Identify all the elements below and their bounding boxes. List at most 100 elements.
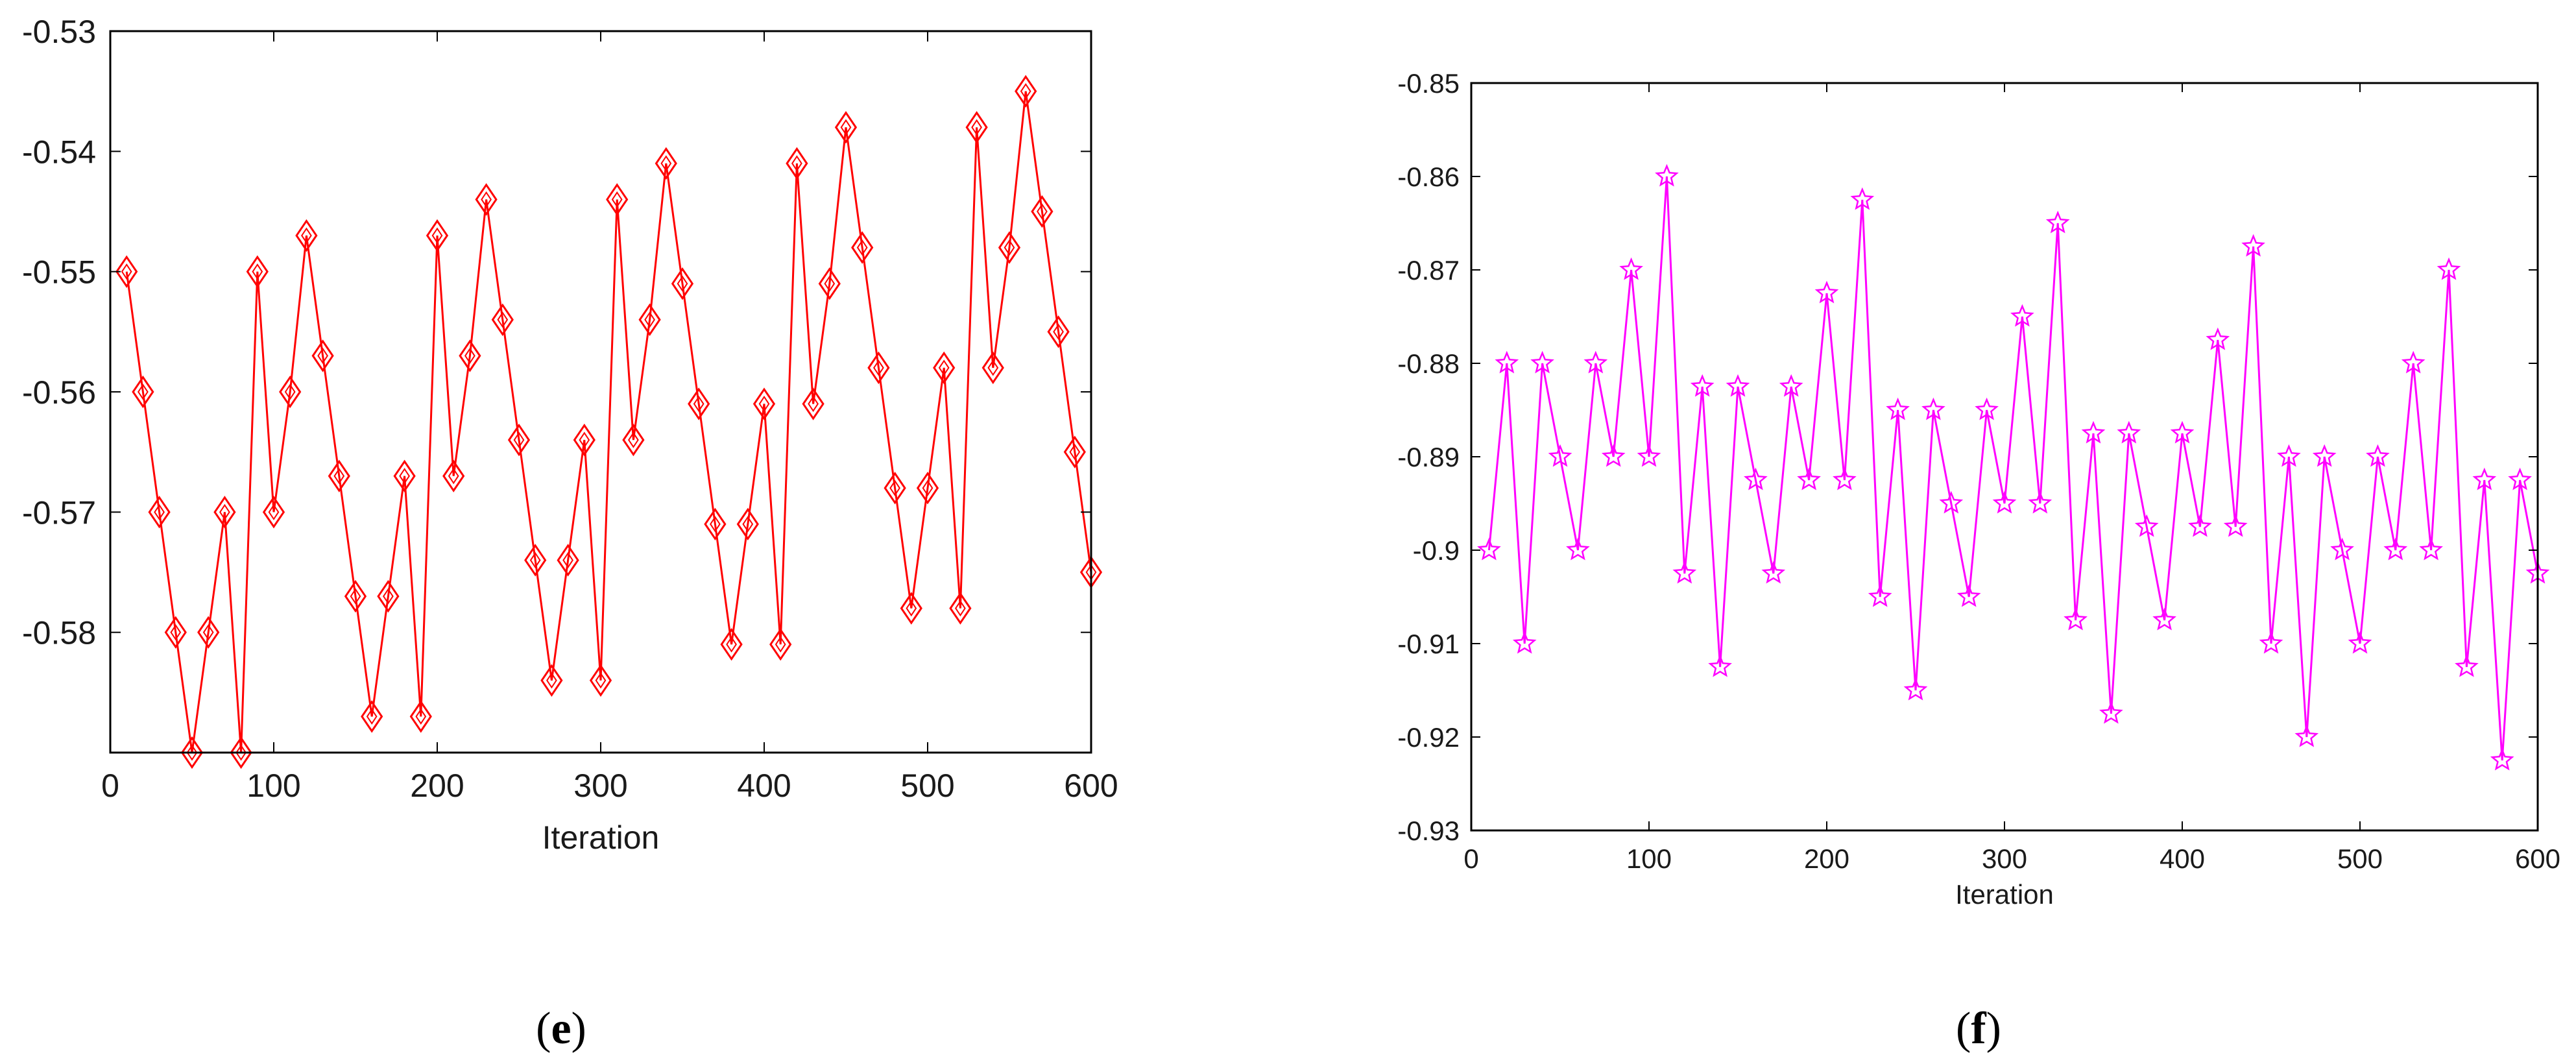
y-tick-label: -0.53 bbox=[22, 14, 96, 50]
data-point-diamond-inner bbox=[154, 503, 165, 520]
data-point-diamond bbox=[311, 339, 334, 372]
data-point-star bbox=[2170, 420, 2195, 444]
data-point-diamond bbox=[115, 255, 138, 288]
data-point-star bbox=[2099, 701, 2123, 724]
data-point-diamond-inner bbox=[873, 359, 884, 376]
data-point-diamond bbox=[638, 303, 661, 336]
data-point-diamond bbox=[246, 255, 269, 288]
data-point-diamond bbox=[164, 616, 187, 649]
data-point-diamond-inner bbox=[235, 744, 247, 761]
data-point-star bbox=[1939, 490, 1964, 514]
data-point-diamond bbox=[491, 303, 514, 336]
data-point-diamond bbox=[851, 231, 874, 264]
y-tick-label: -0.54 bbox=[22, 134, 96, 170]
y-tick-label: -0.85 bbox=[1397, 68, 1460, 99]
data-point-diamond bbox=[736, 507, 759, 541]
data-point-diamond bbox=[148, 496, 171, 529]
x-tick-label: 200 bbox=[1804, 843, 1849, 874]
caption-e: (e) bbox=[536, 1004, 586, 1054]
data-point-diamond-inner bbox=[366, 708, 378, 725]
data-point-star bbox=[1690, 374, 1715, 397]
data-point-star bbox=[1886, 397, 1910, 420]
data-point-star bbox=[1548, 444, 1572, 467]
data-point-star bbox=[2508, 467, 2532, 490]
data-point-diamond bbox=[589, 664, 612, 697]
data-point-diamond-inner bbox=[1004, 239, 1015, 256]
data-point-diamond-inner bbox=[415, 708, 427, 725]
data-point-star bbox=[2152, 607, 2176, 631]
data-point-diamond bbox=[475, 183, 498, 216]
data-point-star bbox=[2401, 350, 2426, 374]
data-point-star bbox=[2028, 490, 2052, 514]
data-point-diamond bbox=[459, 339, 481, 372]
y-tick-label: -0.87 bbox=[1397, 255, 1460, 285]
data-point-diamond-inner bbox=[791, 155, 802, 172]
x-tick-label: 500 bbox=[900, 768, 954, 804]
data-point-star bbox=[2437, 257, 2461, 280]
data-point-diamond-inner bbox=[252, 263, 263, 280]
data-point-diamond-inner bbox=[382, 588, 394, 605]
x-axis-label-f: Iteration bbox=[1955, 879, 2054, 910]
data-point-diamond-inner bbox=[186, 744, 198, 761]
data-point-diamond-inner bbox=[856, 239, 868, 256]
data-point-star bbox=[2188, 514, 2212, 537]
data-point-diamond bbox=[720, 628, 743, 661]
data-point-diamond bbox=[916, 472, 939, 505]
data-point-diamond-inner bbox=[137, 383, 149, 400]
data-point-diamond bbox=[704, 507, 727, 541]
data-point-star bbox=[2383, 537, 2408, 561]
data-point-diamond bbox=[180, 736, 204, 769]
data-point-star bbox=[1708, 654, 1732, 677]
data-point-diamond bbox=[393, 459, 416, 492]
data-point-star bbox=[2064, 607, 2088, 631]
data-point-diamond-inner bbox=[170, 624, 182, 641]
x-tick-label: 100 bbox=[1626, 843, 1672, 874]
data-point-diamond bbox=[442, 459, 465, 492]
data-point-diamond-inner bbox=[660, 155, 672, 172]
x-tick-label: 300 bbox=[1982, 843, 2027, 874]
data-point-diamond bbox=[230, 736, 252, 769]
data-point-diamond-inner bbox=[677, 275, 688, 292]
data-point-diamond bbox=[213, 496, 236, 529]
data-point-star bbox=[1797, 467, 1821, 490]
data-point-diamond bbox=[688, 387, 710, 420]
y-tick-label: -0.89 bbox=[1397, 442, 1460, 472]
data-point-star bbox=[2490, 747, 2514, 771]
data-point-star bbox=[1619, 257, 1643, 280]
data-point-diamond-inner bbox=[611, 191, 623, 208]
data-point-diamond-inner bbox=[202, 624, 214, 641]
data-point-diamond bbox=[786, 147, 808, 180]
y-tick-label: -0.88 bbox=[1397, 348, 1460, 379]
data-point-diamond-inner bbox=[840, 119, 852, 136]
data-point-diamond bbox=[132, 375, 154, 409]
data-point-star bbox=[1975, 397, 1999, 420]
data-point-star bbox=[2134, 514, 2159, 537]
x-tick-label: 100 bbox=[247, 768, 300, 804]
data-point-star bbox=[1637, 444, 1661, 467]
data-point-diamond bbox=[671, 267, 694, 300]
data-point-diamond-inner bbox=[693, 395, 704, 413]
data-point-diamond-inner bbox=[758, 395, 770, 413]
data-point-diamond bbox=[524, 544, 547, 577]
data-point-diamond bbox=[361, 700, 383, 733]
data-point-diamond bbox=[998, 231, 1021, 264]
data-point-diamond-inner bbox=[300, 227, 312, 244]
data-point-diamond-inner bbox=[922, 479, 933, 496]
data-point-star bbox=[1672, 561, 1697, 584]
data-point-diamond-inner bbox=[824, 275, 836, 292]
data-point-diamond-inner bbox=[546, 672, 557, 689]
x-tick-label: 600 bbox=[1064, 768, 1118, 804]
data-point-diamond bbox=[262, 496, 285, 529]
data-point-diamond-inner bbox=[987, 359, 999, 376]
data-point-star bbox=[2366, 444, 2390, 467]
data-point-diamond-inner bbox=[726, 636, 738, 653]
data-point-diamond bbox=[426, 219, 449, 252]
data-point-diamond-inner bbox=[954, 599, 966, 617]
data-point-star bbox=[2206, 327, 2230, 350]
data-point-diamond bbox=[949, 592, 972, 625]
y-tick-label: -0.91 bbox=[1397, 629, 1460, 659]
data-point-diamond-inner bbox=[595, 672, 607, 689]
data-point-star bbox=[2045, 210, 2070, 234]
data-point-diamond bbox=[981, 351, 1004, 385]
